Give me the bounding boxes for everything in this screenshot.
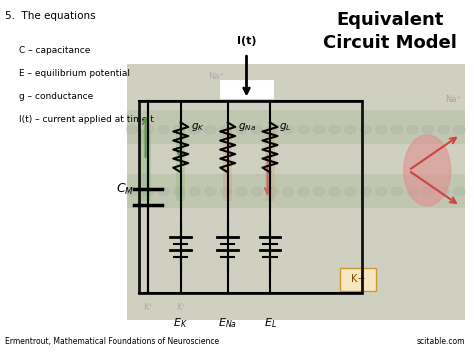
Circle shape xyxy=(283,187,294,196)
Circle shape xyxy=(329,125,340,134)
Text: Equivalent
Circuit Model: Equivalent Circuit Model xyxy=(323,11,456,52)
Circle shape xyxy=(127,125,138,134)
Circle shape xyxy=(251,125,263,134)
Circle shape xyxy=(313,125,325,134)
Bar xyxy=(176,130,185,201)
Bar xyxy=(127,64,465,320)
Circle shape xyxy=(298,125,309,134)
Text: $C_M$: $C_M$ xyxy=(116,182,134,197)
Circle shape xyxy=(360,187,372,196)
Circle shape xyxy=(438,187,449,196)
Text: K⁺: K⁺ xyxy=(176,302,186,312)
Circle shape xyxy=(298,187,309,196)
Text: K⁺: K⁺ xyxy=(143,302,153,312)
Text: $g_{Na}$: $g_{Na}$ xyxy=(238,121,256,133)
Bar xyxy=(265,130,274,201)
Circle shape xyxy=(267,187,278,196)
Circle shape xyxy=(205,125,216,134)
Circle shape xyxy=(220,187,231,196)
Text: E – equilibrium potential: E – equilibrium potential xyxy=(19,69,130,78)
Circle shape xyxy=(267,125,278,134)
Text: $E_K$: $E_K$ xyxy=(173,316,188,330)
Circle shape xyxy=(251,187,263,196)
Ellipse shape xyxy=(404,135,451,206)
Text: K+: K+ xyxy=(351,274,365,284)
Text: Ermentrout, Mathematical Foundations of Neuroscience: Ermentrout, Mathematical Foundations of … xyxy=(5,337,219,346)
Circle shape xyxy=(407,187,418,196)
Text: I(t) – current applied at time t: I(t) – current applied at time t xyxy=(19,115,154,124)
Circle shape xyxy=(345,125,356,134)
Circle shape xyxy=(283,125,294,134)
Text: 5.  The equations: 5. The equations xyxy=(5,11,95,21)
Circle shape xyxy=(142,187,154,196)
Circle shape xyxy=(236,125,247,134)
Circle shape xyxy=(189,125,201,134)
Circle shape xyxy=(313,187,325,196)
Circle shape xyxy=(392,187,402,196)
Bar xyxy=(138,101,362,293)
Circle shape xyxy=(189,187,201,196)
FancyBboxPatch shape xyxy=(340,268,375,291)
Circle shape xyxy=(142,125,154,134)
Circle shape xyxy=(422,125,434,134)
Bar xyxy=(140,130,151,201)
Circle shape xyxy=(158,187,169,196)
Text: $E_{Na}$: $E_{Na}$ xyxy=(218,316,237,330)
Text: I(t): I(t) xyxy=(237,36,256,46)
Text: Na⁺: Na⁺ xyxy=(208,72,224,81)
Circle shape xyxy=(454,187,465,196)
Bar xyxy=(127,110,465,144)
Circle shape xyxy=(236,187,247,196)
Bar xyxy=(127,174,465,208)
Bar xyxy=(223,130,232,201)
Circle shape xyxy=(454,125,465,134)
Circle shape xyxy=(438,125,449,134)
Circle shape xyxy=(376,125,387,134)
FancyBboxPatch shape xyxy=(219,79,273,99)
Circle shape xyxy=(329,187,340,196)
Text: $g_L$: $g_L$ xyxy=(279,121,292,133)
Circle shape xyxy=(345,187,356,196)
Circle shape xyxy=(422,187,434,196)
Text: C – capacitance: C – capacitance xyxy=(19,46,90,55)
Circle shape xyxy=(407,125,418,134)
Circle shape xyxy=(220,125,231,134)
Circle shape xyxy=(360,125,372,134)
Circle shape xyxy=(127,187,138,196)
Circle shape xyxy=(158,125,169,134)
Text: g – conductance: g – conductance xyxy=(19,92,93,101)
Circle shape xyxy=(173,125,185,134)
Circle shape xyxy=(173,187,185,196)
Text: Na⁺: Na⁺ xyxy=(445,95,461,104)
Text: $E_L$: $E_L$ xyxy=(264,316,276,330)
Text: $g_K$: $g_K$ xyxy=(191,121,205,133)
Circle shape xyxy=(392,125,402,134)
Circle shape xyxy=(205,187,216,196)
Text: scitable.com: scitable.com xyxy=(416,337,465,346)
Circle shape xyxy=(376,187,387,196)
